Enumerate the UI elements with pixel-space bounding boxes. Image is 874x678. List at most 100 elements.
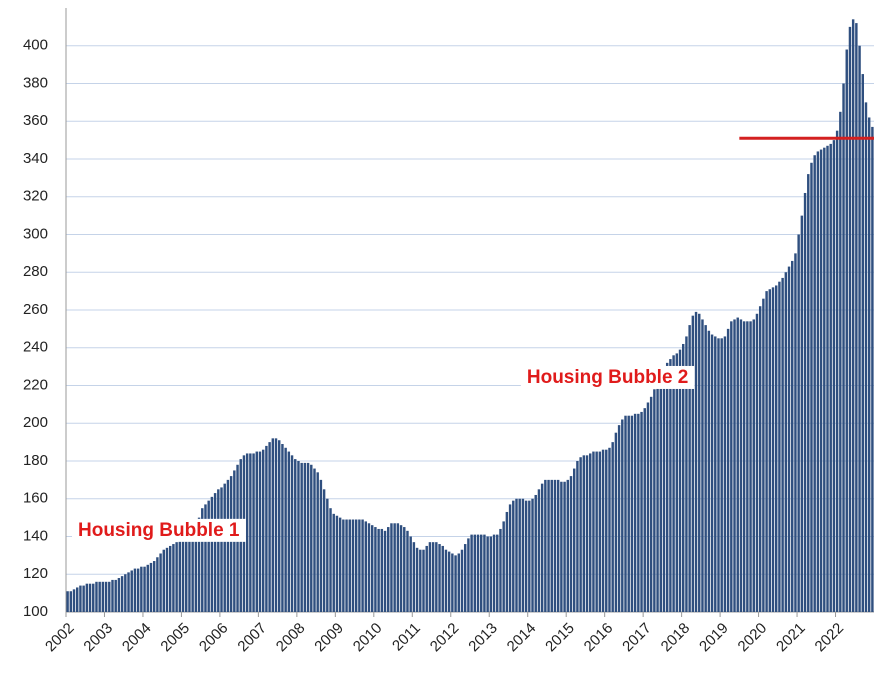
bar	[252, 453, 255, 612]
y-tick-label: 200	[23, 414, 48, 431]
x-tick-label: 2020	[735, 620, 771, 656]
bar	[201, 508, 204, 612]
bar	[614, 432, 618, 612]
bar	[444, 549, 448, 612]
bar	[322, 489, 326, 612]
bar	[835, 130, 839, 612]
bar	[605, 449, 608, 612]
bar	[867, 117, 871, 612]
bar	[640, 411, 643, 612]
bar	[505, 511, 509, 612]
x-tick-label: 2004	[119, 620, 155, 656]
bar	[864, 102, 868, 612]
x-tick-label: 2011	[389, 620, 424, 655]
bar	[194, 527, 198, 612]
bar	[749, 321, 752, 612]
bar	[76, 587, 79, 612]
bar	[791, 260, 794, 612]
bar	[569, 476, 573, 612]
bar	[819, 149, 823, 612]
y-tick-label: 400	[23, 37, 48, 54]
bar	[473, 534, 477, 612]
annotation: Housing Bubble 2	[527, 367, 689, 388]
bar	[278, 440, 281, 612]
y-tick-label: 120	[23, 565, 48, 582]
bar	[585, 455, 589, 612]
bar	[152, 561, 156, 612]
bar	[342, 519, 345, 612]
bar	[143, 566, 146, 612]
bar	[646, 402, 650, 612]
bar	[633, 413, 637, 612]
x-tick-label: 2013	[465, 620, 501, 656]
bar	[435, 542, 438, 612]
bar	[470, 534, 473, 612]
bar	[178, 540, 182, 612]
bar	[848, 26, 852, 612]
bar	[496, 534, 499, 612]
bar	[297, 461, 300, 612]
bar	[168, 545, 172, 612]
bar	[637, 413, 640, 612]
bar	[419, 549, 422, 612]
bar	[207, 500, 210, 612]
bar	[370, 525, 374, 612]
bar	[335, 515, 339, 612]
bar	[213, 493, 217, 612]
bar	[832, 140, 836, 612]
bar	[858, 45, 861, 612]
bar	[707, 330, 711, 612]
x-tick-label: 2009	[311, 620, 347, 656]
bar	[172, 544, 175, 612]
bar	[524, 500, 528, 612]
y-tick-label: 220	[23, 376, 48, 393]
bar	[451, 553, 454, 612]
x-tick-label: 2016	[581, 620, 617, 656]
bar	[803, 192, 807, 612]
bar	[422, 549, 425, 612]
bar	[598, 451, 602, 612]
bar	[839, 111, 842, 612]
bar	[310, 464, 313, 612]
bar	[717, 338, 720, 612]
bar	[210, 496, 214, 612]
bar	[800, 215, 804, 612]
bar	[415, 547, 419, 612]
bar	[704, 325, 707, 612]
annotation: Housing Bubble 1	[78, 520, 240, 541]
bar	[656, 381, 659, 612]
bar	[675, 353, 679, 612]
bar	[550, 479, 553, 612]
y-tick-label: 260	[23, 301, 48, 318]
bar	[582, 455, 586, 612]
bar	[114, 579, 117, 612]
bar	[601, 449, 605, 612]
bar	[156, 557, 159, 612]
bar	[528, 500, 531, 612]
x-tick-label: 2022	[812, 620, 848, 656]
bar	[688, 325, 691, 612]
bar	[111, 579, 114, 612]
bar	[229, 476, 233, 612]
bar	[345, 519, 348, 612]
bar	[608, 447, 611, 612]
bar	[393, 523, 396, 612]
bar	[755, 313, 759, 612]
x-tick-label: 2006	[196, 620, 232, 656]
bar	[768, 289, 772, 612]
bar	[560, 481, 563, 612]
bar	[463, 544, 467, 612]
bar	[672, 355, 675, 612]
bar	[739, 319, 743, 612]
bar	[281, 444, 284, 612]
bar	[547, 479, 550, 612]
bar	[627, 415, 630, 612]
bar	[316, 472, 319, 612]
bar	[771, 287, 775, 612]
bar	[326, 498, 329, 612]
bar	[733, 319, 736, 612]
bar	[566, 479, 570, 612]
bar	[665, 362, 669, 612]
x-tick-label: 2005	[157, 620, 193, 656]
bar	[287, 451, 291, 612]
